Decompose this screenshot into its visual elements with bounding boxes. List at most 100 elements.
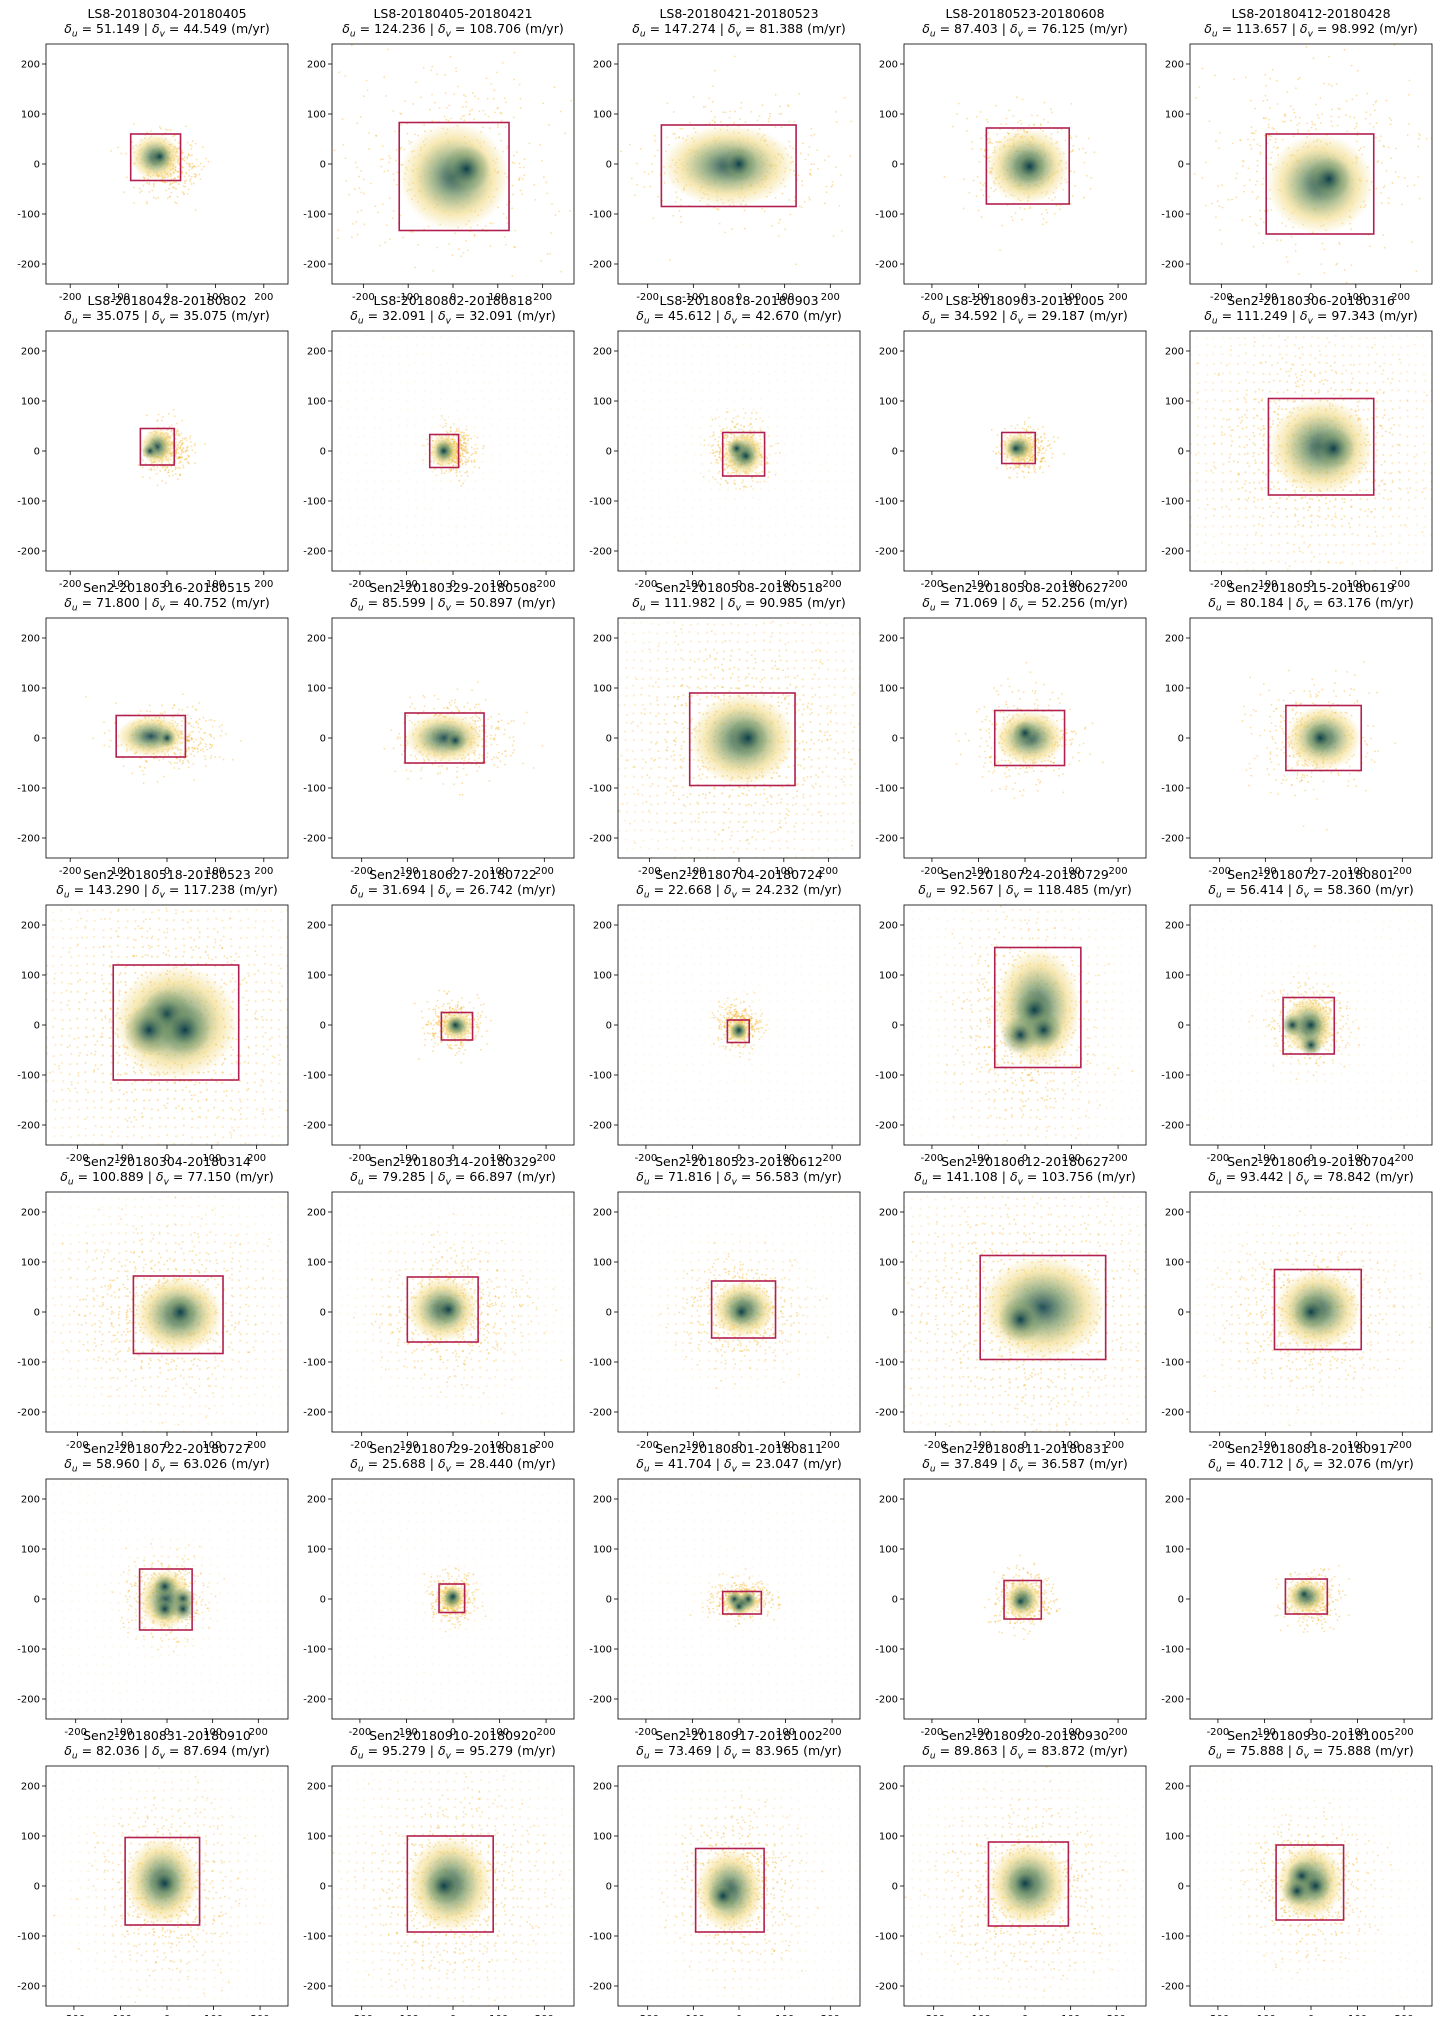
scatter-point: [733, 409, 735, 411]
scatter-point: [633, 561, 635, 563]
scatter-point: [817, 390, 819, 392]
scatter-point: [810, 174, 812, 176]
scatter-point: [484, 113, 486, 115]
scatter-point: [441, 470, 443, 472]
scatter-point: [349, 344, 351, 346]
scatter-point: [372, 345, 374, 347]
scatter-point: [424, 507, 426, 509]
scatter-point: [175, 442, 177, 444]
scatter-point: [836, 435, 838, 437]
scatter-point: [1251, 132, 1253, 134]
scatter-point: [181, 432, 183, 434]
scatter-point: [643, 452, 645, 454]
scatter-point: [457, 86, 459, 88]
scatter-point: [1376, 100, 1378, 102]
scatter-point: [734, 364, 736, 366]
scatter-point: [560, 271, 562, 273]
scatter-point: [626, 436, 628, 438]
scatter-point: [406, 133, 408, 135]
scatter-point: [802, 533, 804, 535]
scatter-point: [1377, 161, 1379, 163]
scatter-point: [1012, 219, 1014, 221]
scatter-point: [626, 344, 628, 346]
scatter-point: [1404, 177, 1406, 179]
scatter-point: [406, 472, 408, 474]
scatter-point: [1046, 209, 1048, 211]
scatter-point: [691, 515, 693, 517]
scatter-point: [146, 201, 148, 203]
scatter-point: [791, 452, 793, 454]
scatter-point: [824, 159, 826, 161]
scatter-point: [541, 471, 543, 473]
scatter-point: [187, 461, 189, 463]
scatter-point: [1357, 70, 1359, 72]
scatter-point: [826, 560, 828, 562]
scatter-point: [523, 490, 525, 492]
scatter-point: [758, 517, 760, 519]
scatter-point: [642, 525, 644, 527]
scatter-point: [470, 438, 472, 440]
scatter-point: [802, 371, 804, 373]
scatter-point: [792, 463, 794, 465]
scatter-point: [397, 346, 399, 348]
scatter-point: [718, 533, 720, 535]
plot-area: [1165, 18, 1440, 328]
scatter-point: [1360, 147, 1362, 149]
scatter-point: [190, 441, 192, 443]
scatter-point: [1323, 83, 1325, 85]
scatter-point: [431, 426, 433, 428]
scatter-point: [650, 553, 652, 555]
scatter-point: [473, 448, 475, 450]
scatter-point: [389, 381, 391, 383]
scatter-point: [348, 362, 350, 364]
scatter-point: [481, 526, 483, 528]
scatter-point: [465, 353, 467, 355]
scatter-point: [1408, 123, 1410, 125]
scatter-point: [365, 363, 367, 365]
scatter-point: [1373, 126, 1375, 128]
scatter-point: [414, 542, 416, 544]
scatter-point: [356, 472, 358, 474]
scatter-point: [515, 461, 517, 463]
scatter-point: [836, 121, 838, 123]
scatter-point: [1022, 99, 1024, 101]
scatter-point: [523, 362, 525, 364]
scatter-point: [691, 479, 693, 481]
scatter-point: [447, 525, 449, 527]
scatter-point: [1321, 263, 1323, 265]
scatter-point: [694, 498, 696, 500]
scatter-point: [1356, 140, 1358, 142]
scatter-point: [683, 372, 685, 374]
scatter-point: [188, 169, 190, 171]
scatter-point: [710, 488, 712, 490]
scatter-point: [444, 419, 446, 421]
scatter-point: [149, 191, 151, 193]
scatter-point: [760, 488, 762, 490]
scatter-point: [834, 506, 836, 508]
scatter-point: [691, 336, 693, 338]
scatter-point: [482, 435, 484, 437]
scatter-point: [397, 553, 399, 555]
y-tick-label: 200: [307, 60, 326, 71]
scatter-point: [1388, 197, 1390, 199]
scatter-point: [1315, 103, 1317, 105]
scatter-point: [485, 225, 487, 227]
scatter-point: [802, 363, 804, 365]
scatter-point: [522, 178, 524, 180]
scatter-point: [364, 371, 366, 373]
scatter-point: [463, 450, 465, 452]
scatter-point: [818, 544, 820, 546]
scatter-point: [305, 128, 307, 130]
scatter-point: [783, 391, 785, 393]
scatter-point: [174, 201, 176, 203]
scatter-point: [735, 346, 737, 348]
scatter-point: [1266, 99, 1268, 101]
scatter-point: [363, 95, 365, 97]
scatter-point: [771, 225, 773, 227]
scatter-point: [719, 489, 721, 491]
scatter-point: [433, 480, 435, 482]
scatter-point: [676, 337, 678, 339]
scatter-point: [1082, 148, 1084, 150]
